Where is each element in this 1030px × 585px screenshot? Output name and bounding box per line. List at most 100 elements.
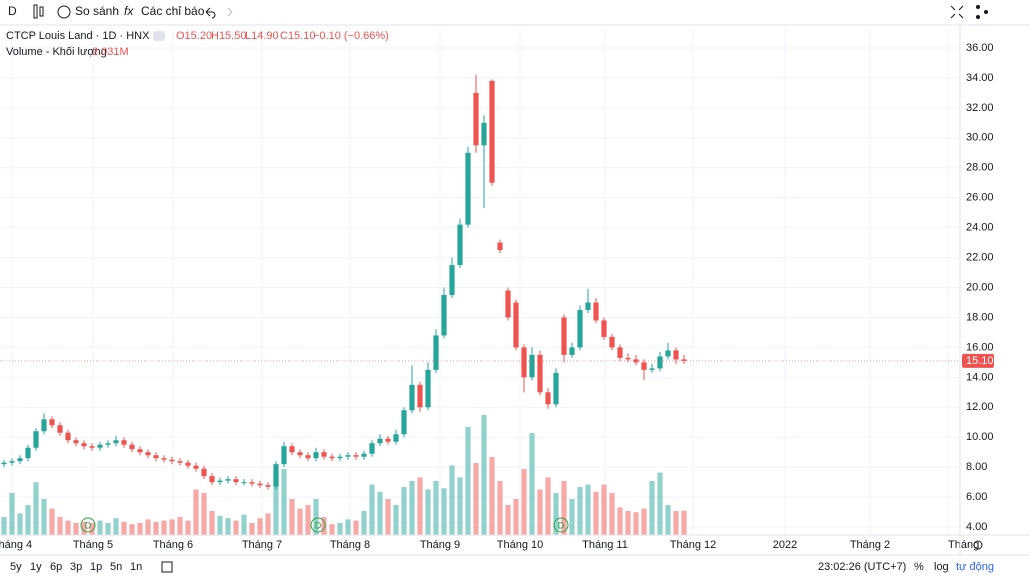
- volume-bar: [449, 465, 455, 535]
- candle-body: [49, 419, 55, 426]
- range-button[interactable]: 5y: [10, 561, 22, 573]
- candle-body: [145, 452, 151, 456]
- candle-body: [201, 468, 207, 477]
- chart-type-icon[interactable]: [33, 4, 38, 19]
- redo-button[interactable]: [227, 7, 233, 17]
- volume-bar: [57, 517, 63, 535]
- volume-bar: [649, 481, 655, 535]
- auto-button[interactable]: tự động: [956, 561, 994, 573]
- candle-body: [609, 336, 615, 348]
- volume-bar: [97, 520, 103, 535]
- volume-bar: [89, 523, 95, 535]
- x-tick-label: Tháng 4: [0, 539, 32, 551]
- range-button[interactable]: 1p: [90, 561, 102, 573]
- volume-bar: [545, 477, 551, 535]
- candle-body: [361, 453, 367, 457]
- settings-button[interactable]: [973, 540, 983, 550]
- candle-body: [417, 384, 423, 408]
- fullscreen-button[interactable]: [950, 5, 964, 19]
- event-marker: [80, 517, 96, 533]
- x-tick-label: Tháng 2: [850, 539, 890, 551]
- volume-bar: [609, 493, 615, 535]
- share-button[interactable]: [984, 10, 988, 14]
- indicators-button[interactable]: Các chỉ báo: [141, 4, 205, 18]
- candle-body: [577, 309, 583, 348]
- legend-open: O15.20: [176, 30, 212, 42]
- range-button[interactable]: 1y: [30, 561, 42, 573]
- legend-close: C15.10: [280, 30, 315, 42]
- volume-bar: [569, 499, 575, 535]
- volume-bar: [81, 521, 87, 535]
- volume-bar: [289, 499, 295, 535]
- candle-body: [489, 80, 495, 183]
- candle-body: [65, 432, 71, 441]
- x-tick-label: Tháng 7: [242, 539, 282, 551]
- volume-bar: [601, 484, 607, 535]
- candle-body: [353, 455, 359, 457]
- volume-bar: [529, 433, 535, 535]
- date-range-button[interactable]: [161, 561, 173, 573]
- candle-body: [177, 461, 183, 463]
- compare-button[interactable]: So sánh: [75, 4, 119, 18]
- volume-bar: [113, 518, 119, 535]
- percent-button[interactable]: %: [914, 561, 924, 573]
- y-tick-label: 10.00: [966, 431, 994, 443]
- volume-bar: [129, 524, 135, 535]
- candle-body: [169, 459, 175, 462]
- candle-body: [497, 242, 503, 251]
- candle-body: [193, 465, 199, 469]
- candle-body: [601, 320, 607, 337]
- volume-bar: [625, 511, 631, 535]
- undo-button[interactable]: [205, 7, 216, 19]
- interval-button[interactable]: D: [8, 4, 17, 18]
- y-tick-label: 24.00: [966, 222, 994, 234]
- volume-bar: [473, 463, 479, 535]
- volume-bar: [465, 427, 471, 535]
- volume-bar: [329, 524, 335, 535]
- log-button[interactable]: log: [934, 561, 949, 573]
- candle-body: [313, 452, 319, 459]
- candle-body: [529, 354, 535, 378]
- range-button[interactable]: 5n: [110, 561, 122, 573]
- candle-body: [137, 449, 143, 453]
- indicator-icon: fx: [124, 4, 134, 18]
- legend-change: −0.10 (−0.66%): [313, 30, 389, 42]
- volume-bar: [489, 457, 495, 535]
- volume-bar: [145, 519, 151, 535]
- candle-body: [225, 479, 231, 481]
- candle-body: [185, 462, 191, 466]
- volume-bar: [369, 484, 375, 535]
- y-tick-label: 32.00: [966, 102, 994, 114]
- volume-bar: [433, 481, 439, 535]
- candle-body: [321, 452, 327, 457]
- volume-bar: [585, 484, 591, 535]
- volume-bar: [537, 489, 543, 535]
- candle-body: [593, 302, 599, 321]
- volume-bar: [593, 491, 599, 535]
- volume-bar: [481, 415, 487, 535]
- volume-bar: [233, 520, 239, 535]
- candle-body: [297, 452, 303, 456]
- candle-body: [433, 335, 439, 370]
- volume-bar: [313, 499, 319, 535]
- volume-bar: [1, 517, 7, 535]
- range-button[interactable]: 1n: [130, 561, 142, 573]
- candle-body: [41, 419, 47, 432]
- legend-high: H15.50: [211, 30, 246, 42]
- event-marker: [553, 517, 569, 533]
- volume-bar: [49, 508, 55, 535]
- collapse-button[interactable]: [153, 31, 165, 41]
- candle-body: [473, 92, 479, 146]
- y-tick-label: 6.00: [966, 491, 987, 503]
- volume-bar: [577, 487, 583, 535]
- y-tick-label: 16.00: [966, 341, 994, 353]
- range-button[interactable]: 6p: [50, 561, 62, 573]
- volume-bar: [217, 515, 223, 535]
- volume-bar: [153, 521, 159, 535]
- candle-body: [425, 369, 431, 408]
- volume-bar: [673, 511, 679, 535]
- volume-bar: [41, 499, 47, 535]
- range-button[interactable]: 3p: [70, 561, 82, 573]
- bottom-bar: 23:02:26 (UTC+7) % log tự động 5y 1y 6p 3p 1…: [10, 561, 994, 573]
